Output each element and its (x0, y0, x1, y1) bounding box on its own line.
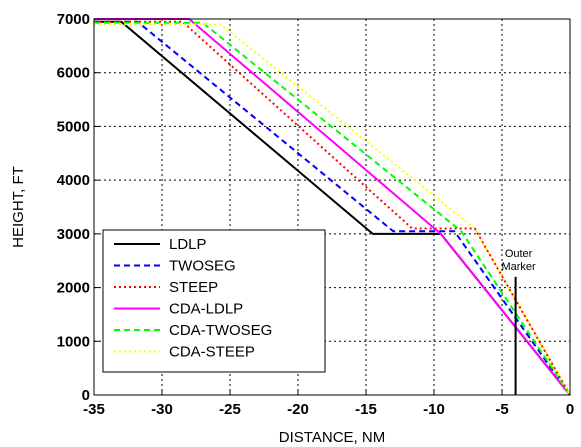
x-tick-label: -30 (151, 401, 173, 418)
y-tick-label: 0 (82, 387, 90, 404)
legend-label-twoseg: TWOSEG (169, 258, 236, 275)
x-tick-label: -5 (495, 401, 508, 418)
outer-marker-label: Outer (505, 248, 533, 260)
y-tick-label: 2000 (57, 280, 90, 297)
legend-label-steep: STEEP (169, 279, 218, 296)
x-tick-label: -15 (355, 401, 377, 418)
y-tick-label: 1000 (57, 333, 90, 350)
legend-label-cda-ldlp: CDA-LDLP (169, 301, 243, 318)
y-tick-label: 4000 (57, 172, 90, 189)
legend-box (102, 229, 326, 373)
series-line-cda-twoseg (94, 21, 571, 396)
y-tick-label: 7000 (57, 11, 90, 28)
tick-labels: -35 -30 -25 -20 -15 -10 -5 0 0 1000 2000 3000 4000 50… (57, 11, 575, 418)
legend-label-ldlp: LDLP (169, 236, 207, 253)
y-tick-label: 6000 (57, 65, 90, 82)
y-tick-label: 3000 (57, 226, 90, 243)
legend-label-cda-steep: CDA-STEEP (169, 344, 255, 361)
plot-frame (93, 18, 571, 396)
x-tick-label: -35 (83, 401, 105, 418)
x-tick-label: 0 (566, 401, 574, 418)
x-tick-label: -25 (219, 401, 241, 418)
y-axis-title: HEIGHT, FT (10, 166, 27, 248)
legend: LDLP TWOSEG STEEP CDA-LDLP CDA-TWOSEG CDA-STE… (102, 229, 326, 373)
legend-label-cda-twoseg: CDA-TWOSEG (169, 322, 272, 339)
y-tick-label: 5000 (57, 118, 90, 135)
series-line-twoseg (94, 20, 571, 396)
outer-marker-label: Marker (501, 261, 536, 273)
x-tick-label: -20 (287, 401, 309, 418)
x-axis-title: DISTANCE, NM (279, 429, 385, 446)
x-tick-label: -10 (423, 401, 445, 418)
grid-lines (94, 19, 570, 395)
